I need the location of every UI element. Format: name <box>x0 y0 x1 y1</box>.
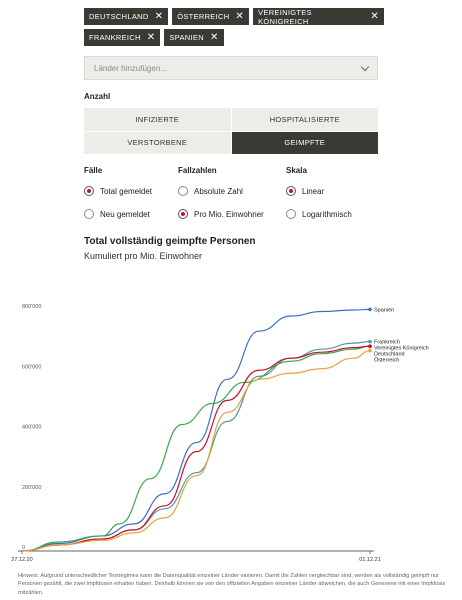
fallzahlen-label: Fallzahlen <box>178 166 217 175</box>
skala-label: Skala <box>286 166 307 175</box>
radio-logarithmisch[interactable]: Logarithmisch <box>286 209 352 219</box>
footnote: Hinweis: Aufgrund unterschiedlicher Test… <box>18 573 446 596</box>
country-chips: DEUTSCHLAND ✕ ÖSTERREICH ✕ VEREINIGTES KÖN… <box>84 8 384 50</box>
radio-selected-icon[interactable] <box>286 186 296 196</box>
chip-spanien[interactable]: SPANIEN ✕ <box>164 29 224 46</box>
country-select[interactable]: Länder hinzufügen... <box>84 56 378 80</box>
radio-total-gemeldet[interactable]: Total gemeldet <box>84 186 152 196</box>
series-line <box>21 308 371 552</box>
series-line <box>21 345 371 552</box>
close-icon[interactable]: ✕ <box>154 10 164 22</box>
series-end-point <box>368 307 372 312</box>
country-select-placeholder: Länder hinzufügen... <box>94 63 167 73</box>
chip-deutschland[interactable]: DEUTSCHLAND ✕ <box>84 8 169 25</box>
line-chart: 0 200'000 400'000 600'000 800'000 27.12.20 01.… <box>11 304 429 563</box>
series-end-point <box>368 348 372 353</box>
series-label: Österreich <box>374 357 399 364</box>
y-tick-label: 400'000 <box>22 425 41 431</box>
radio-label: Absolute Zahl <box>194 186 243 196</box>
series-line <box>21 341 371 552</box>
radio-selected-icon[interactable] <box>178 209 188 219</box>
close-icon[interactable]: ✕ <box>209 31 219 43</box>
x-tick-label: 01.12.21 <box>359 557 380 563</box>
y-tick-label: 0 <box>22 545 25 551</box>
chevron-down-icon <box>360 62 370 71</box>
series-end-point <box>368 344 372 348</box>
tab-geimpfte[interactable]: GEIMPFTE <box>231 131 378 154</box>
x-tick-label: 27.12.20 <box>11 557 32 563</box>
radio-label: Neu gemeldet <box>100 209 150 219</box>
y-tick-label: 600'000 <box>22 364 41 370</box>
skala-group: Skala Linear Logarithmisch <box>286 166 352 232</box>
radio-icon[interactable] <box>84 209 94 219</box>
close-icon[interactable]: ✕ <box>370 10 379 22</box>
series-label: Deutschland <box>374 352 405 358</box>
series-line <box>21 345 371 552</box>
close-icon[interactable]: ✕ <box>235 10 245 22</box>
radio-label: Total gemeldet <box>100 186 153 196</box>
radio-label: Logarithmisch <box>302 209 352 219</box>
chart-subtitle: Kumuliert pro Mio. Einwohner <box>84 251 203 261</box>
chip-vereinigtes-koenigreich[interactable]: VEREINIGTES KÖNIGREICH ✕ <box>253 7 384 26</box>
chip-label: DEUTSCHLAND <box>89 12 149 21</box>
chip-label: SPANIEN <box>169 33 204 42</box>
y-tick-label: 800'000 <box>22 304 41 310</box>
chip-label: FRANKREICH <box>89 33 141 42</box>
radio-selected-icon[interactable] <box>84 186 94 196</box>
y-tick-label: 200'000 <box>22 485 41 491</box>
fallzahlen-group: Fallzahlen Absolute Zahl Pro Mio. Einwoh… <box>178 166 264 232</box>
series-label: Frankreich <box>374 340 400 346</box>
radio-neu-gemeldet[interactable]: Neu gemeldet <box>84 209 152 219</box>
radio-icon[interactable] <box>178 186 188 196</box>
tab-hospitalisierte[interactable]: HOSPITALISIERTE <box>231 108 378 131</box>
radio-pro-mio[interactable]: Pro Mio. Einwohner <box>178 209 264 219</box>
radio-absolute-zahl[interactable]: Absolute Zahl <box>178 186 264 196</box>
close-icon[interactable]: ✕ <box>146 31 156 43</box>
anzahl-label: Anzahl <box>84 92 111 101</box>
chip-label: VEREINIGTES KÖNIGREICH <box>258 7 312 26</box>
radio-label: Pro Mio. Einwohner <box>194 209 264 219</box>
series-end-point <box>368 339 372 344</box>
radio-linear[interactable]: Linear <box>286 186 352 196</box>
radio-icon[interactable] <box>286 209 296 219</box>
chip-frankreich[interactable]: FRANKREICH ✕ <box>84 29 161 46</box>
radio-label: Linear <box>302 186 325 196</box>
chart-title: Total vollständig geimpfte Personen <box>84 236 256 247</box>
series-line <box>21 350 371 552</box>
chip-oesterreich[interactable]: ÖSTERREICH ✕ <box>172 8 250 25</box>
faelle-group: Fälle Total gemeldet Neu gemeldet <box>84 166 152 232</box>
tab-infizierte[interactable]: INFIZIERTE <box>84 108 231 131</box>
chip-label: ÖSTERREICH <box>177 12 230 21</box>
series-label: Spanien <box>374 307 394 313</box>
faelle-label: Fälle <box>84 166 103 175</box>
tab-verstorbene[interactable]: VERSTORBENE <box>84 131 231 154</box>
anzahl-segmented-control: INFIZIERTE HOSPITALISIERTE VERSTORBENE G… <box>84 108 378 154</box>
series-label: Vereinigtes Königreich <box>374 346 429 352</box>
